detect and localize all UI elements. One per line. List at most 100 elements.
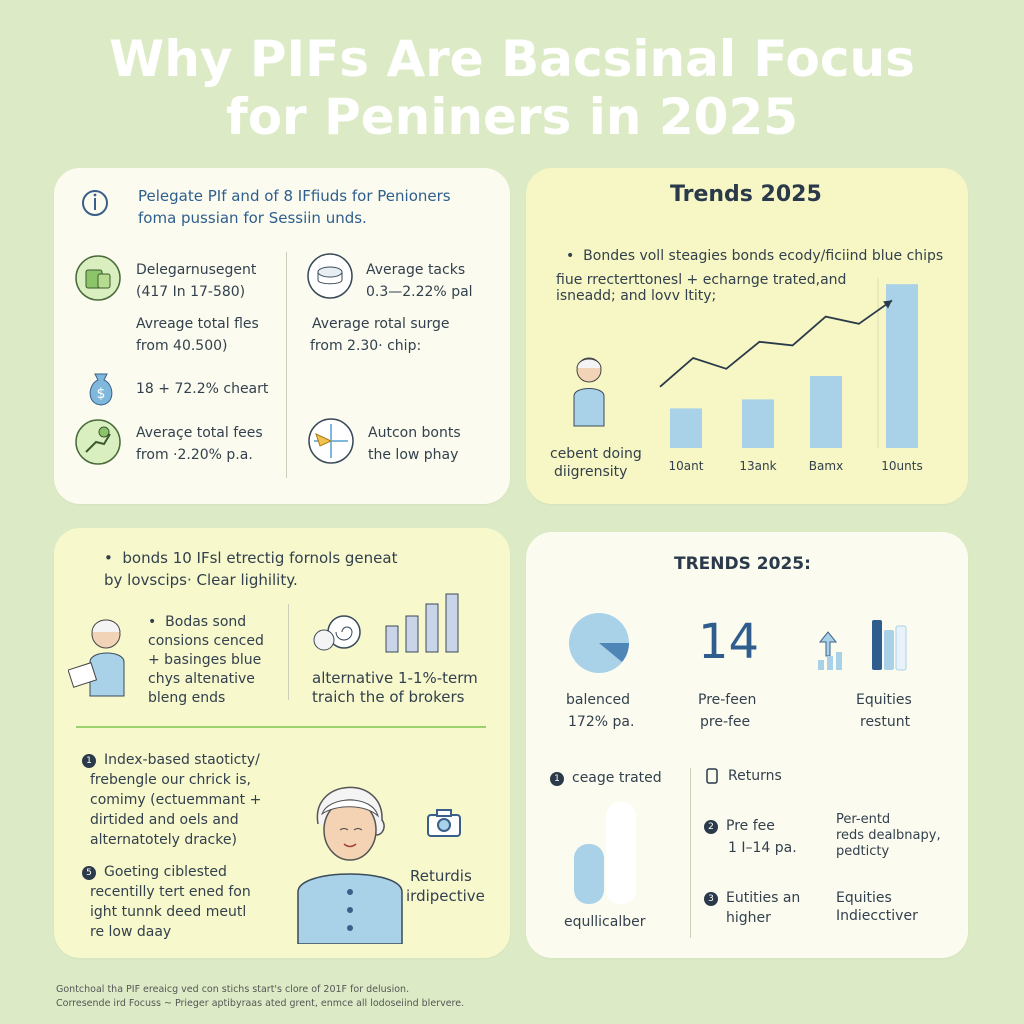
card2-person-line2: diigrensity	[554, 464, 628, 480]
card3-left-line3: + basinges blue	[148, 652, 262, 668]
card3-green-divider	[76, 726, 486, 728]
card1-left-item2-line1: Avreage total fles	[136, 316, 259, 332]
phone-icon	[706, 768, 718, 784]
card1-left-item2-line2: from 40.500)	[136, 338, 228, 354]
card3-item2-line1: 5 Goeting ciblested	[82, 862, 227, 882]
card3-item2-line1-text: Goeting ciblested	[104, 864, 227, 880]
chart-bar-2	[742, 399, 774, 448]
money-stack-icon	[75, 255, 121, 301]
elderly-woman-illustration	[297, 786, 403, 944]
card3-top-line2: by lovscips· Clear lighility.	[104, 571, 298, 589]
card2-title: Trends 2025	[670, 182, 822, 207]
card3-left-line1-text: Bodas sond	[165, 614, 247, 630]
card3-item1-line3: comimy (ectuemmant +	[90, 792, 262, 808]
card3-returns-line2: irdipective	[406, 887, 485, 905]
card4-stat2-line1: Pre-feen	[698, 692, 757, 708]
card-trends-chart: Trends 2025 • Bondes voll steagies bonds…	[526, 168, 968, 504]
card3-item2-line2: recentilly tert ened fon	[90, 884, 251, 900]
card1-right-item1-line2: 0.3—2.22% pal	[366, 284, 473, 300]
card3-item1-line1-text: Index-based staoticty/	[104, 752, 260, 768]
card4-row1-right-line3: pedticty	[836, 844, 890, 859]
card3-returns-line1: Returdis	[410, 867, 472, 885]
card2-bullet-text: Bondes voll steagies bonds ecody/ficiind…	[583, 248, 944, 264]
chart-tick-label-1: 10ant	[669, 459, 704, 473]
card3-top-line1: • bonds 10 IFsl etrectig fornols geneat	[104, 549, 398, 567]
card1-intro-line2: foma pussian for Sessiin unds.	[138, 209, 367, 227]
card-fees-overview: Pelegate PIf and of 8 IFfiuds for Penion…	[54, 168, 510, 504]
chart-tick-label-3: Bamx	[809, 459, 843, 473]
page-title-line2: for Peniners in 2025	[225, 88, 799, 146]
card3-left-line1: • Bodas sond	[148, 614, 247, 630]
card-bonds-strategy: • bonds 10 IFsl etrectig fornols geneat …	[54, 528, 510, 958]
chart-bar-3	[810, 376, 842, 448]
twin-bars-icon	[574, 802, 636, 904]
card3-item1-line2: frebengle our chrick is,	[90, 772, 251, 788]
number-badge-1: 1	[82, 754, 96, 768]
chart-tick-label-4: 10unts	[881, 459, 922, 473]
card3-right-line2: traich the of brokers	[312, 688, 465, 706]
card3-divider	[288, 604, 289, 700]
card3-top-line1-text: bonds 10 IFsl etrectig fornols geneat	[122, 549, 398, 567]
bar-growth-icon	[385, 593, 459, 653]
card1-right-item3-line1: Autcon bonts	[368, 425, 461, 441]
card1-left-item1-line1: Delegarnusegent	[136, 262, 257, 278]
card1-left-item3-line1: 18 + 72.2% cheart	[136, 381, 269, 397]
card4-row1-right-line2: reds dealbnapy,	[836, 828, 941, 843]
card4-left-bottom: equllicalber	[564, 914, 646, 930]
footer-line1: Gontchoal tha PIF ereaicg ved con stichs…	[56, 984, 410, 995]
hand-plant-icon	[75, 419, 121, 465]
card4-row1-line2: 1 I–14 pa.	[728, 840, 797, 856]
card4-stat1-line1: balenced	[566, 692, 631, 708]
card4-row2-right-line1: Equities	[836, 890, 892, 906]
card1-right-item2-line1: Average rotal surge	[312, 316, 450, 332]
card2-line2: fiue rrecterttonesl + echarnge trated,an…	[556, 272, 847, 288]
chart-trend-arrowhead	[883, 300, 892, 309]
chart-trend-line	[659, 299, 893, 388]
pie-chart-icon	[569, 613, 629, 673]
card2-bullet: • Bondes voll steagies bonds ecody/ficii…	[566, 248, 944, 264]
card3-item2-line4: re low daay	[90, 924, 172, 940]
card1-right-item1-line1: Average tacks	[366, 262, 466, 278]
card3-item2-line3: ight tunnk deed meutl	[90, 904, 247, 920]
card3-item1-line5: alternatotely dracke)	[90, 832, 237, 848]
chart-tick-label-2: 13ank	[739, 459, 776, 473]
card4-row2-line1-text: Eutities an	[726, 890, 801, 906]
card1-right-item2-line2: from 2.30· chip:	[310, 338, 422, 354]
chart-bar-1	[670, 408, 702, 448]
number-badge-2: 2	[704, 820, 718, 834]
card2-person-line1: cebent doing	[550, 446, 642, 462]
coins-icon	[307, 253, 353, 299]
page-title-line1: Why PIFs Are Bacsinal Focus	[109, 30, 915, 88]
elderly-reader-icon	[68, 619, 125, 697]
card4-row1-line1-text: Pre fee	[726, 818, 775, 834]
card4-row2-line1: 3 Eutities an	[704, 888, 800, 908]
money-bag-icon: $	[89, 373, 113, 406]
card4-row2-line2: higher	[726, 910, 771, 926]
card3-item1-line4: dirtided and oels and	[90, 812, 239, 828]
card4-big-number: 14	[698, 614, 760, 670]
card3-left-line4: chys altenative	[148, 671, 255, 687]
trends-bar-line-chart: 10ant 13ank Bamx 10unts	[659, 278, 923, 473]
card4-stat2-line2: pre-fee	[700, 714, 751, 730]
camera-icon	[427, 809, 461, 837]
card3-left-line5: bleng ends	[148, 690, 226, 706]
info-icon	[82, 190, 108, 216]
footer-line2: Corresende ird Focuss ~ Prieger aptibyra…	[56, 998, 465, 1009]
number-badge-1b: 1	[550, 772, 564, 786]
card4-row1-right-line1: Per-entd	[836, 812, 891, 827]
card3-left-line2: consions cenced	[148, 633, 264, 649]
card3-item1-line1: 1 Index-based staoticty/	[82, 750, 260, 770]
card1-divider	[286, 252, 287, 478]
card3-right-line1: alternative 1-1%-term	[312, 669, 478, 687]
card1-intro-line1: Pelegate PIf and of 8 IFfiuds for Penion…	[138, 187, 451, 205]
elderly-person-icon	[573, 357, 605, 427]
number-badge-3: 3	[704, 892, 718, 906]
up-arrow-bars-icon	[818, 620, 907, 671]
snail-coin-icon	[313, 615, 361, 651]
card4-title: TRENDS 2025:	[674, 554, 811, 574]
card4-divider	[690, 768, 691, 938]
card4-row1-line1: 2 Pre fee	[704, 816, 775, 836]
chart-bar-4	[886, 284, 918, 448]
number-badge-5: 5	[82, 866, 96, 880]
card2-line3: isneadd; and lovv ltity;	[556, 288, 717, 304]
